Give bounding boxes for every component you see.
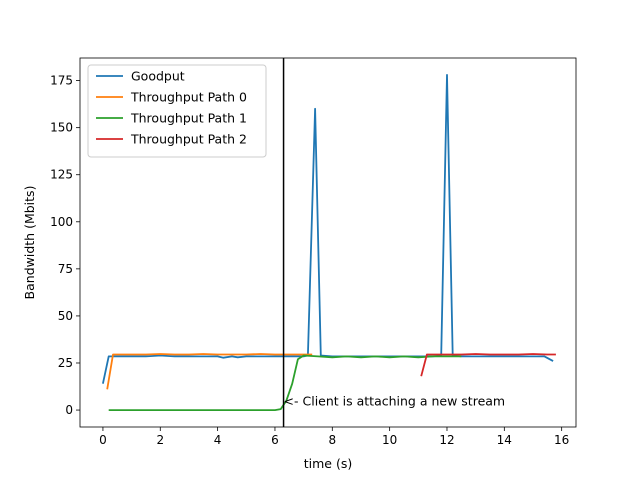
- legend-box: [87, 64, 267, 158]
- x-tick-label: 10: [382, 433, 397, 447]
- series-layer: [102, 74, 556, 412]
- y-tick-label: 125: [50, 168, 73, 182]
- legend-label: Throughput Path 0: [130, 90, 247, 105]
- x-tick-label: 6: [271, 433, 279, 447]
- annotation-text: <- Client is attaching a new stream: [284, 394, 506, 409]
- y-tick-label: 0: [65, 403, 73, 417]
- x-axis-ticks: 0 2 4 6 8 10 12 14 16: [99, 427, 569, 447]
- legend-label: Throughput Path 1: [130, 111, 247, 126]
- y-tick-label: 75: [58, 262, 73, 276]
- y-tick-label: 150: [50, 121, 73, 135]
- x-axis-label: time (s): [304, 456, 352, 471]
- series-line-2: [108, 354, 462, 412]
- y-tick-label: 175: [50, 74, 73, 88]
- x-tick-label: 14: [497, 433, 512, 447]
- x-tick-label: 16: [554, 433, 569, 447]
- series-line-3: [420, 353, 556, 377]
- series-line-0: [102, 74, 554, 384]
- y-tick-label: 25: [58, 356, 73, 370]
- legend: Goodput Throughput Path 0 Throughput Path …: [87, 64, 267, 158]
- x-tick-label: 4: [214, 433, 222, 447]
- series-line-1: [106, 353, 313, 390]
- y-axis-ticks: 0 25 50 75 100 125 150 175: [50, 74, 80, 417]
- y-tick-label: 100: [50, 215, 73, 229]
- x-tick-label: 2: [156, 433, 164, 447]
- x-tick-label: 12: [439, 433, 454, 447]
- legend-label: Throughput Path 2: [130, 132, 247, 147]
- x-tick-label: 8: [328, 433, 336, 447]
- legend-label: Goodput: [131, 69, 185, 84]
- y-tick-label: 50: [58, 309, 73, 323]
- axes-frame: [79, 57, 577, 428]
- y-axis-label: Bandwidth (Mbits): [22, 186, 37, 300]
- x-tick-label: 0: [99, 433, 107, 447]
